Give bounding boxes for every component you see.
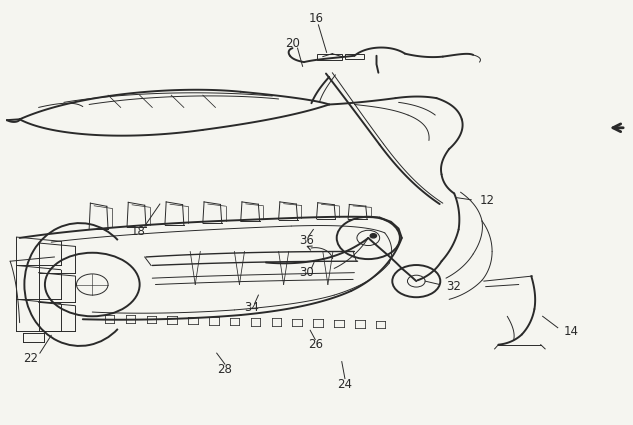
Text: 30: 30 bbox=[299, 266, 315, 279]
Text: 14: 14 bbox=[564, 326, 579, 338]
Text: 32: 32 bbox=[446, 280, 461, 293]
Text: 22: 22 bbox=[23, 352, 39, 365]
Circle shape bbox=[370, 234, 377, 238]
Text: 12: 12 bbox=[479, 194, 494, 207]
Text: 16: 16 bbox=[309, 12, 324, 25]
Bar bbox=[316, 54, 342, 60]
Text: 36: 36 bbox=[299, 233, 315, 246]
Text: 18: 18 bbox=[131, 225, 146, 238]
Text: 24: 24 bbox=[337, 377, 353, 391]
Text: 26: 26 bbox=[308, 338, 323, 351]
Text: 28: 28 bbox=[218, 363, 232, 376]
Text: 20: 20 bbox=[285, 37, 300, 50]
Bar bbox=[345, 54, 364, 59]
Text: 34: 34 bbox=[244, 301, 260, 314]
